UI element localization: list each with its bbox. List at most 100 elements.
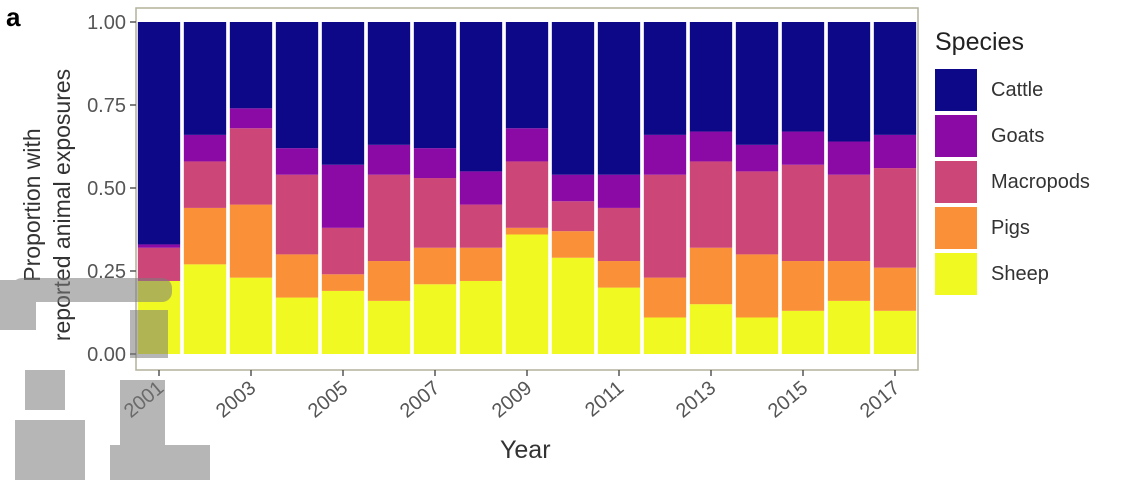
- legend-item-macropods: Macropods: [935, 159, 1090, 205]
- x-tick-label: 2015: [764, 377, 812, 422]
- bar-goats-2012: [643, 134, 687, 175]
- bar-macropods-2003: [229, 128, 273, 205]
- bar-cattle-2007: [413, 22, 457, 149]
- bar-pigs-2009: [505, 227, 549, 235]
- x-tick-label: 2007: [396, 377, 444, 422]
- bar-pigs-2011: [597, 261, 641, 288]
- bar-goats-2011: [597, 174, 641, 208]
- bar-goats-2003: [229, 108, 273, 129]
- bar-macropods-2010: [551, 201, 595, 232]
- bar-sheep-2012: [643, 317, 687, 354]
- bar-goats-2017: [873, 134, 917, 169]
- bar-macropods-2007: [413, 178, 457, 248]
- legend-item-cattle: Cattle: [935, 67, 1090, 113]
- bar-pigs-2014: [735, 254, 779, 318]
- bar-macropods-2009: [505, 161, 549, 228]
- y-tick-label: 1.00: [87, 12, 126, 34]
- y-tick-label: 0.25: [87, 261, 126, 283]
- bar-sheep-2014: [735, 317, 779, 354]
- bar-goats-2016: [827, 141, 871, 175]
- x-axis-title: Year: [500, 436, 551, 464]
- bar-sheep-2006: [367, 300, 411, 354]
- bar-goats-2010: [551, 174, 595, 202]
- legend-label: Macropods: [991, 170, 1090, 193]
- bar-goats-2002: [183, 134, 227, 162]
- bar-pigs-2012: [643, 277, 687, 318]
- bar-sheep-2004: [275, 297, 319, 354]
- bar-goats-2015: [781, 131, 825, 165]
- bar-goats-2008: [459, 171, 503, 205]
- bar-macropods-2008: [459, 204, 503, 248]
- bar-cattle-2002: [183, 22, 227, 135]
- bar-macropods-2002: [183, 161, 227, 208]
- panel-label: a: [6, 2, 21, 32]
- bar-cattle-2001: [137, 22, 181, 245]
- legend-swatch: [935, 69, 977, 111]
- bar-cattle-2003: [229, 22, 273, 109]
- bar-cattle-2011: [597, 22, 641, 175]
- bar-sheep-2008: [459, 280, 503, 354]
- bar-goats-2005: [321, 164, 365, 228]
- bar-pigs-2007: [413, 247, 457, 285]
- bar-sheep-2017: [873, 310, 917, 354]
- bar-sheep-2005: [321, 290, 365, 354]
- bar-pigs-2005: [321, 274, 365, 291]
- legend-item-pigs: Pigs: [935, 205, 1090, 251]
- bar-macropods-2005: [321, 227, 365, 275]
- bar-cattle-2012: [643, 22, 687, 135]
- bar-goats-2014: [735, 144, 779, 172]
- bar-sheep-2007: [413, 284, 457, 354]
- legend: Species Cattle Goats Macropods Pigs Sheep: [935, 28, 1090, 297]
- bar-cattle-2010: [551, 22, 595, 175]
- bar-macropods-2017: [873, 168, 917, 268]
- x-tick-label: 2001: [120, 377, 168, 422]
- legend-swatch: [935, 115, 977, 157]
- bar-macropods-2014: [735, 171, 779, 255]
- legend-item-goats: Goats: [935, 113, 1090, 159]
- bar-macropods-2006: [367, 174, 411, 262]
- bar-macropods-2012: [643, 174, 687, 278]
- legend-label: Cattle: [991, 78, 1044, 101]
- bar-cattle-2017: [873, 22, 917, 135]
- bar-pigs-2003: [229, 204, 273, 278]
- x-tick-label: 2011: [581, 377, 628, 422]
- bar-goats-2013: [689, 131, 733, 162]
- bar-macropods-2015: [781, 164, 825, 262]
- bar-sheep-2002: [183, 264, 227, 354]
- y-tick-label: 0.50: [87, 178, 126, 200]
- legend-item-sheep: Sheep: [935, 251, 1090, 297]
- bar-cattle-2006: [367, 22, 411, 145]
- legend-label: Goats: [991, 124, 1045, 147]
- legend-items: Cattle Goats Macropods Pigs Sheep: [935, 67, 1090, 297]
- y-tick-label: 0.75: [87, 95, 126, 117]
- x-tick-label: 2003: [212, 377, 260, 422]
- x-tick-label: 2017: [856, 377, 904, 422]
- legend-label: Sheep: [991, 262, 1049, 285]
- bar-macropods-2013: [689, 161, 733, 248]
- bar-sheep-2001: [137, 280, 181, 354]
- bar-pigs-2017: [873, 267, 917, 311]
- bar-pigs-2006: [367, 261, 411, 301]
- bar-pigs-2004: [275, 254, 319, 298]
- x-tick-label: 2013: [672, 377, 720, 422]
- bar-sheep-2009: [505, 234, 549, 354]
- bar-pigs-2008: [459, 247, 503, 281]
- x-tick-label: 2005: [304, 377, 352, 422]
- legend-label: Pigs: [991, 216, 1030, 239]
- y-tick-label: 0.00: [87, 344, 126, 366]
- bar-cattle-2016: [827, 22, 871, 142]
- bar-goats-2007: [413, 148, 457, 179]
- bar-cattle-2015: [781, 22, 825, 132]
- bar-sheep-2010: [551, 257, 595, 354]
- bar-pigs-2002: [183, 207, 227, 265]
- legend-swatch: [935, 253, 977, 295]
- bar-macropods-2011: [597, 207, 641, 262]
- bar-cattle-2013: [689, 22, 733, 132]
- bar-pigs-2013: [689, 247, 733, 305]
- bar-sheep-2003: [229, 277, 273, 354]
- bar-sheep-2011: [597, 287, 641, 354]
- legend-swatch: [935, 161, 977, 203]
- bar-goats-2004: [275, 148, 319, 175]
- bar-sheep-2013: [689, 304, 733, 354]
